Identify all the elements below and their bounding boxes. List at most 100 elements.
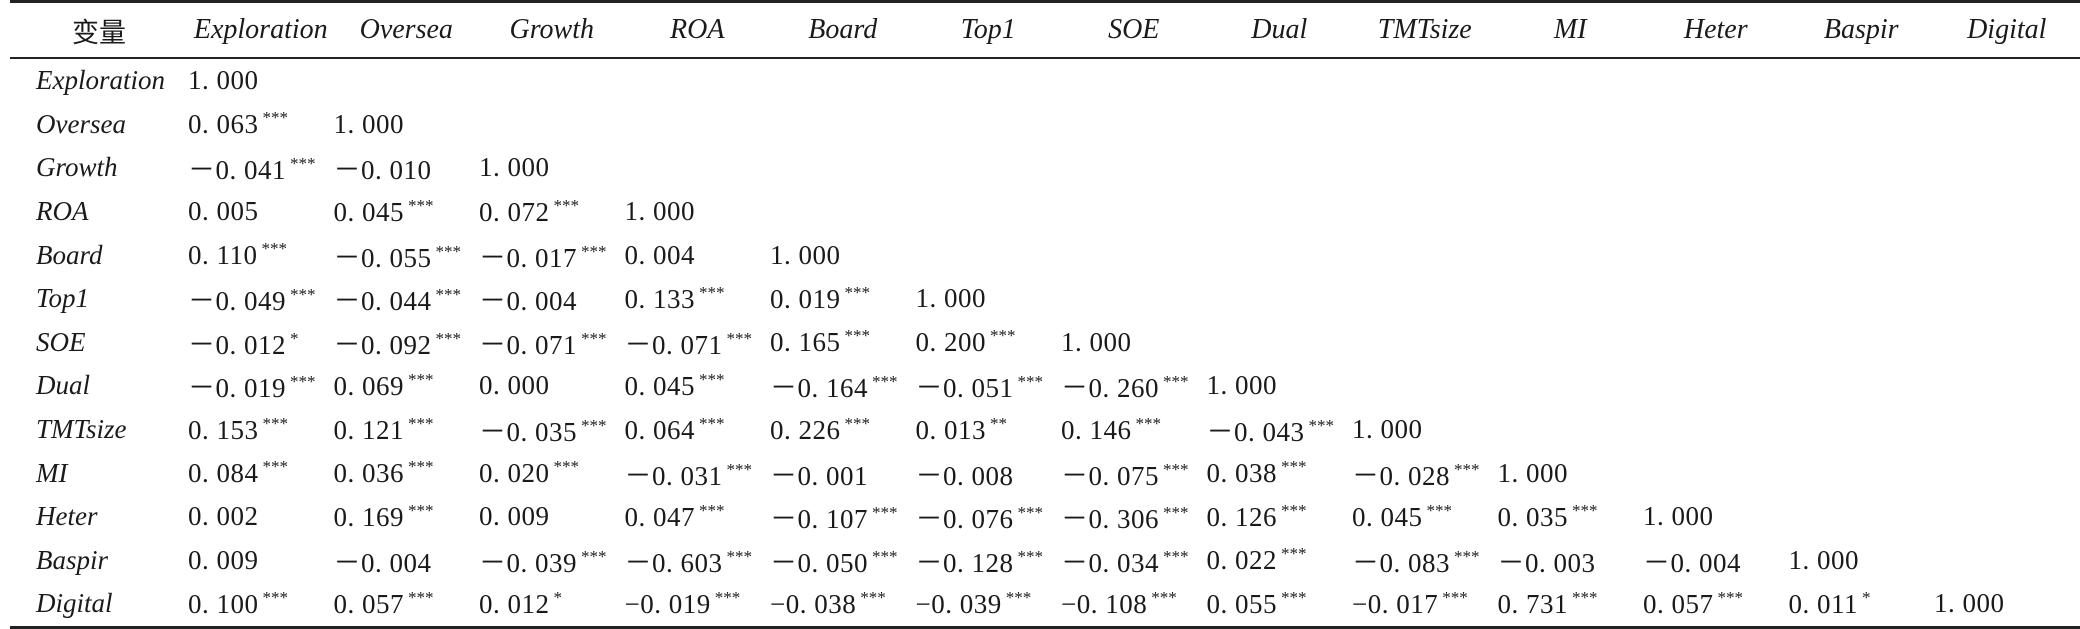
table-cell: 0. 165 *** <box>770 321 916 365</box>
table-row: Digital 0. 100 *** 0. 057 *** 0. 012 * −0. 019 *… <box>10 582 2080 629</box>
significance-stars: *** <box>581 241 607 261</box>
significance-stars: *** <box>408 457 434 477</box>
cell-value: 1. 000 <box>1206 370 1277 401</box>
table-cell: 0. 226 *** <box>770 408 916 452</box>
cell-value: －0. 049 <box>188 286 286 317</box>
table-cell <box>1789 408 1935 452</box>
column-header: TMTsize <box>1352 0 1498 59</box>
table-cell <box>1934 58 2080 103</box>
table-cell <box>1207 277 1353 321</box>
column-header: SOE <box>1061 0 1207 59</box>
row-label: MI <box>36 457 68 488</box>
table-cell <box>1789 58 1935 103</box>
significance-stars: *** <box>262 108 289 128</box>
table-row: Exploration 1. 000 <box>10 58 2080 103</box>
table-cell: －0. 008 <box>916 451 1062 495</box>
table-cell <box>1789 451 1935 495</box>
table-cell: －0. 075 *** <box>1061 451 1207 495</box>
column-header: Oversea <box>333 0 479 59</box>
significance-stars: *** <box>1281 544 1307 564</box>
significance-stars: *** <box>1151 587 1177 607</box>
cell-value: －0. 055 <box>333 242 432 273</box>
table-cell: －0. 031 *** <box>625 451 771 495</box>
significance-stars: *** <box>872 546 898 566</box>
significance-stars: *** <box>860 587 886 607</box>
significance-stars: *** <box>699 500 725 520</box>
significance-stars: *** <box>1163 503 1189 523</box>
table-cell <box>1789 277 1935 321</box>
table-cell: －0. 306 *** <box>1061 495 1207 539</box>
table-cell <box>916 146 1062 190</box>
table-cell: 0. 063 *** <box>188 103 334 147</box>
cell-value: 0. 036 <box>333 458 404 489</box>
cell-value: 1. 000 <box>915 283 986 314</box>
significance-stars: *** <box>581 328 607 348</box>
column-header: MI <box>1497 0 1643 59</box>
table-cell: 0. 064 *** <box>625 408 771 452</box>
table-cell <box>1207 146 1353 190</box>
cell-value: 0. 169 <box>333 501 404 532</box>
row-label: Heter <box>36 501 98 532</box>
table-cell: －0. 019 *** <box>188 364 334 408</box>
table-cell <box>1352 321 1498 365</box>
table-cell: 0. 045 *** <box>1352 495 1498 539</box>
cell-value: 0. 022 <box>1206 545 1277 576</box>
table-cell <box>916 58 1062 103</box>
table-cell <box>1643 146 1789 190</box>
table-cell <box>1789 495 1935 539</box>
significance-stars: *** <box>408 369 434 389</box>
table-cell <box>1643 277 1789 321</box>
table-cell: 0. 035 *** <box>1498 495 1644 539</box>
cell-value: －0. 017 <box>479 242 577 273</box>
table-cell: −0. 108 *** <box>1061 582 1207 629</box>
table-cell: 0. 084 *** <box>188 451 334 495</box>
table-cell: 1. 000 <box>188 58 334 103</box>
cell-value: －0. 260 <box>1061 373 1159 404</box>
cell-value: 1. 000 <box>1061 326 1132 357</box>
column-header: Baspir <box>1788 0 1934 59</box>
cell-value: －0. 603 <box>624 547 723 578</box>
cell-value: －0. 071 <box>624 329 723 360</box>
table-cell: －0. 003 <box>1498 539 1644 583</box>
row-label: Dual <box>36 370 90 401</box>
table-cell <box>1643 321 1789 365</box>
cell-value: －0. 128 <box>915 547 1014 578</box>
cell-value: －0. 051 <box>915 373 1014 404</box>
table-row: Growth －0. 041 *** －0. 010 1. 000 <box>10 146 2080 190</box>
table-cell: －0. 049 *** <box>188 277 334 321</box>
table-cell: －0. 034 *** <box>1061 539 1207 583</box>
cell-value: 0. 126 <box>1206 501 1277 532</box>
significance-stars: *** <box>1017 372 1044 392</box>
table-cell <box>1498 277 1644 321</box>
significance-stars: *** <box>1163 546 1189 566</box>
significance-stars: *** <box>1281 500 1307 520</box>
table-cell: 0. 731 *** <box>1497 582 1643 629</box>
cell-value: 0. 035 <box>1497 501 1568 532</box>
table-row: Dual －0. 019 *** 0. 069 *** 0. 000 0. 045 *** －0… <box>10 364 2080 408</box>
table-cell: 0. 009 <box>188 539 334 583</box>
table-cell <box>1352 146 1498 190</box>
cell-value: −0. 108 <box>1061 588 1148 619</box>
column-header: Exploration <box>188 0 334 59</box>
significance-stars: *** <box>262 457 289 477</box>
table-cell <box>1498 58 1644 103</box>
cell-value: 0. 013 <box>915 414 986 445</box>
table-cell: 0. 047 *** <box>625 495 771 539</box>
table-cell: －0. 083 *** <box>1352 539 1498 583</box>
column-header: Top1 <box>915 0 1061 59</box>
table-cell <box>1934 103 2080 147</box>
cell-value: －0. 001 <box>770 460 868 491</box>
table-cell: 1. 000 <box>1061 321 1207 365</box>
table-cell <box>1207 103 1353 147</box>
table-cell <box>1498 408 1644 452</box>
cell-value: －0. 031 <box>624 460 723 491</box>
significance-stars: * <box>290 328 299 348</box>
significance-stars: *** <box>1426 500 1453 520</box>
table-cell <box>1934 495 2080 539</box>
significance-stars: *** <box>408 195 434 215</box>
cell-value: −0. 019 <box>624 588 711 619</box>
column-header: Heter <box>1643 0 1789 59</box>
table-row: ROA 0. 005 0. 045 *** 0. 072 *** 1. 000 <box>10 190 2080 234</box>
table-cell <box>1352 277 1498 321</box>
table-cell <box>1061 277 1207 321</box>
